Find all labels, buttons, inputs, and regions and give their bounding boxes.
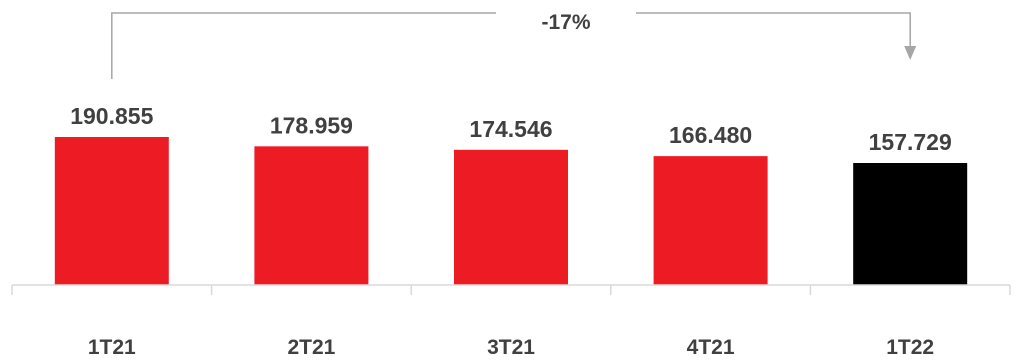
x-axis (11, 284, 1011, 295)
annotation-arrowhead (904, 46, 917, 60)
value-label-2t21: 178.959 (270, 112, 353, 138)
category-label-3t21: 3T21 (487, 336, 535, 359)
category-labels-group: 1T21 2T21 3T21 4T21 1T22 (88, 336, 934, 359)
value-label-1t21: 190.855 (70, 103, 153, 129)
category-label-2t21: 2T21 (287, 336, 335, 359)
annotation-bracket-left (111, 12, 496, 79)
bar-1t21 (54, 137, 169, 285)
bar-3t21 (454, 149, 568, 285)
bar-1t22 (853, 163, 968, 285)
annotation-label: -17% (541, 11, 590, 34)
value-label-3t21: 174.546 (469, 116, 552, 142)
bar-4t21 (653, 156, 768, 285)
value-label-4t21: 166.480 (669, 122, 752, 148)
category-label-4t21: 4T21 (687, 336, 735, 359)
category-label-1t22: 1T22 (886, 336, 934, 359)
change-annotation: -17% (111, 11, 917, 79)
bar-2t21 (254, 146, 369, 285)
bars-group (54, 137, 968, 285)
annotation-bracket-right (636, 12, 911, 48)
value-label-1t22: 157.729 (869, 129, 952, 155)
category-label-1t21: 1T21 (88, 336, 136, 359)
value-labels-group: 190.855 178.959 174.546 166.480 157.729 (70, 103, 952, 155)
